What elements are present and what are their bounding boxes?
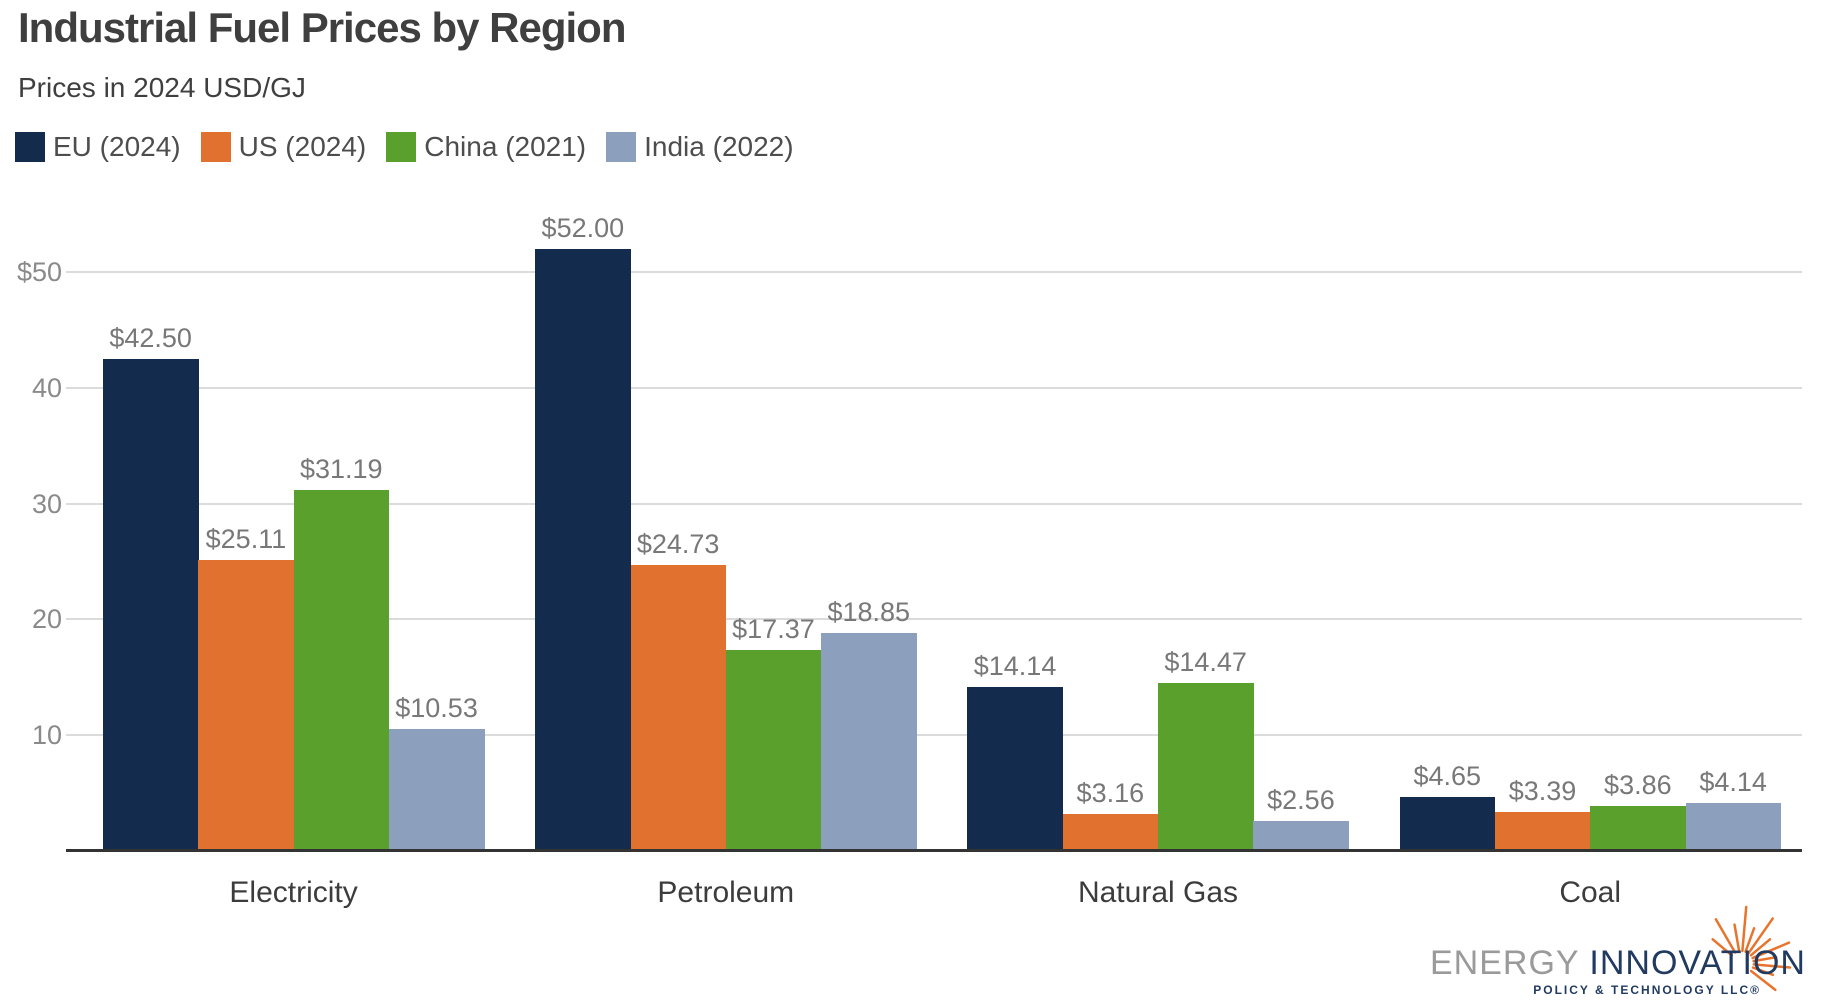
bar	[293, 489, 390, 851]
legend-swatch	[15, 132, 45, 162]
legend-item: EU (2024)	[15, 132, 181, 162]
legend-swatch	[386, 132, 417, 162]
bar-value-label: $4.14	[1699, 767, 1767, 798]
legend: EU (2024) US (2024) China (2021) India (202…	[15, 132, 794, 162]
bar-value-label: $42.50	[109, 322, 192, 353]
bar	[103, 358, 199, 851]
legend-label: India (2022)	[644, 131, 794, 162]
legend-item: China (2021)	[386, 132, 586, 162]
bar	[1399, 797, 1496, 851]
legend-label: China (2021)	[424, 131, 587, 162]
bar	[967, 687, 1064, 851]
bar-value-label: $31.19	[299, 453, 383, 484]
legend-label: EU (2024)	[53, 131, 181, 162]
bar	[1685, 803, 1782, 851]
y-tick-label: 40	[31, 372, 62, 403]
bar-value-label: $3.16	[1076, 778, 1145, 809]
bar-value-label: $52.00	[541, 212, 625, 243]
category-label: Coal	[1559, 876, 1622, 909]
logo-wordmark: ENERGY INNOVATION	[1430, 946, 1806, 980]
bar	[821, 632, 917, 851]
gridline	[66, 386, 1802, 389]
bar	[388, 729, 485, 851]
bar	[198, 560, 294, 851]
chart-subtitle: Prices in 2024 USD/GJ	[18, 72, 306, 103]
y-tick-label: 10	[31, 720, 62, 751]
legend-swatch	[606, 132, 637, 162]
bar	[1590, 806, 1686, 851]
bar-value-label: $14.47	[1164, 647, 1247, 678]
bar	[535, 248, 631, 851]
logo-wordmark-energy: ENERGY	[1430, 944, 1590, 982]
logo-tagline: POLICY & TECHNOLOGY LLC®	[1533, 983, 1761, 997]
legend-item: US (2024)	[200, 131, 367, 162]
category-label: Electricity	[229, 876, 358, 909]
energy-innovation-logo: ENERGY INNOVATION POLICY & TECHNOLOGY LL…	[1430, 902, 1805, 998]
x-axis-line	[66, 849, 1802, 852]
bar	[630, 564, 727, 851]
bar-value-label: $14.14	[973, 651, 1057, 682]
bar	[1062, 814, 1159, 851]
logo-wordmark-innovation: INNOVATION	[1589, 944, 1806, 982]
bar-value-label: $24.73	[636, 528, 720, 559]
bar-value-label: $3.39	[1508, 775, 1577, 806]
bar	[1494, 811, 1591, 851]
bar-value-label: $17.37	[732, 613, 815, 644]
bar	[725, 649, 822, 851]
y-tick-label: $50	[16, 257, 62, 287]
bar-value-label: $18.85	[827, 596, 911, 627]
gridline	[66, 502, 1802, 505]
gridline	[66, 271, 1802, 273]
bar-value-label: $10.53	[395, 693, 478, 724]
category-label: Natural Gas	[1077, 876, 1239, 909]
bar-value-label: $4.65	[1413, 761, 1482, 792]
legend-item: India (2022)	[606, 131, 794, 162]
legend-swatch	[200, 132, 231, 162]
bar-value-label: $2.56	[1267, 785, 1335, 816]
y-tick-label: 20	[31, 604, 62, 635]
bar	[1253, 821, 1349, 851]
bar-value-label: $3.86	[1604, 770, 1672, 801]
bar	[1158, 683, 1254, 851]
legend-label: US (2024)	[238, 131, 367, 162]
gridline	[66, 618, 1802, 621]
y-tick-label: 30	[31, 488, 62, 519]
bar-value-label: $25.11	[205, 524, 287, 555]
category-label: Petroleum	[657, 876, 795, 909]
sunburst-icon	[1711, 905, 1792, 992]
gridline	[66, 734, 1802, 737]
chart-title: Industrial Fuel Prices by Region	[18, 4, 626, 51]
